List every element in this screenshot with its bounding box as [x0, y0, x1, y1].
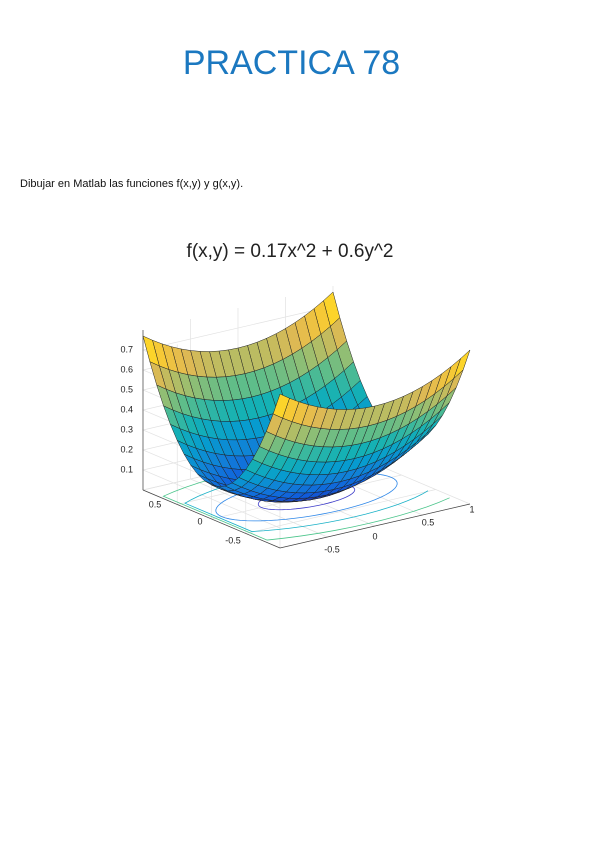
y-tick-label: -0.5 — [225, 535, 241, 545]
axis-line — [142, 489, 471, 549]
z-tick-label: 0.2 — [120, 444, 133, 454]
figure-title: f(x,y) = 0.17x^2 + 0.6y^2 — [187, 241, 394, 262]
y-tick-label: 0.5 — [149, 499, 162, 509]
surface-patch — [272, 393, 290, 419]
x-tick-label: -0.5 — [324, 544, 340, 554]
figure: f(x,y) = 0.17x^2 + 0.6y^2 0.1 0.2 0.3 0.4 0.… — [120, 241, 474, 554]
z-tick-label: 0.3 — [120, 424, 133, 434]
y-tick-label: 0 — [197, 516, 202, 526]
z-tick-label: 0.5 — [120, 384, 133, 394]
page-title: PRACTICA 78 — [182, 44, 401, 82]
z-tick-label: 0.7 — [120, 344, 133, 354]
x-tick-label: 1 — [469, 504, 474, 514]
z-tick-label: 0.4 — [120, 404, 133, 414]
x-tick-label: 0 — [372, 531, 377, 541]
x-tick-label: 0.5 — [422, 517, 435, 527]
z-tick-label: 0.1 — [120, 464, 133, 474]
z-tick-label: 0.6 — [120, 364, 133, 374]
body-text: Dibujar en Matlab las funciones f(x,y) y… — [20, 178, 244, 190]
